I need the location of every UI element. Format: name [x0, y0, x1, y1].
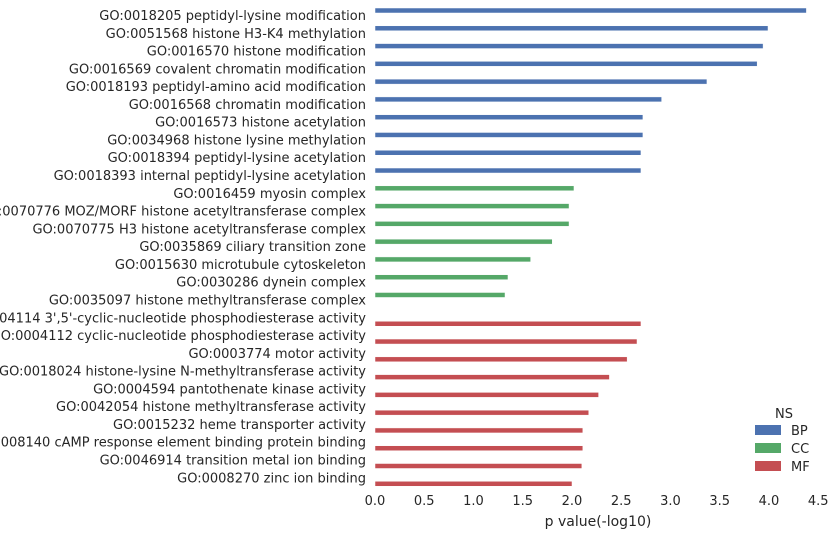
bar-bp — [374, 78, 708, 85]
legend: NS BP CC MF — [755, 407, 810, 475]
bar-cc — [374, 274, 509, 280]
category-label: GO:0018193 peptidyl-amino acid modificat… — [66, 80, 366, 95]
category-label: GO:0016569 covalent chromatin modificati… — [69, 62, 366, 77]
category-label: GO:0046914 transition metal ion binding — [100, 454, 366, 469]
category-label: GO:0016568 chromatin modification — [129, 98, 366, 113]
x-tick-label: 4.0 — [759, 494, 780, 509]
category-label: GO:0070775 H3 histone acetyltransferase … — [32, 222, 366, 237]
category-label: GO:0034968 histone lysine methylation — [107, 133, 366, 148]
category-label: GO:0015232 heme transporter activity — [113, 418, 366, 433]
legend-title: NS — [775, 407, 793, 422]
x-tick-label: 1.5 — [512, 494, 533, 509]
x-tick-label: 1.0 — [463, 494, 484, 509]
x-tick-label: 3.5 — [709, 494, 730, 509]
bar-cc — [374, 292, 506, 298]
bar-bp — [374, 114, 644, 120]
bar-mf — [374, 338, 638, 345]
category-label: GO:0008270 zinc ion binding — [177, 471, 366, 486]
x-tick-label: 2.0 — [562, 494, 583, 509]
category-label: GO:0008140 cAMP response element binding… — [0, 436, 366, 451]
category-label: GO:0004112 cyclic-nucleotide phosphodies… — [0, 329, 366, 344]
bar-cc — [374, 203, 570, 209]
category-label: GO:0015630 microtubule cytoskeleton — [115, 258, 366, 273]
legend-swatch-cc — [755, 443, 781, 453]
bar-cc — [374, 221, 570, 227]
category-label: GO:0030286 dynein complex — [176, 276, 366, 291]
bar-bp — [374, 149, 642, 156]
x-tick-label: 0.5 — [414, 494, 435, 509]
category-label: GO:0070776 MOZ/MORF histone acetyltransf… — [0, 205, 366, 220]
bar-mf — [374, 356, 628, 363]
category-label: GO:0018024 histone-lysine N-methyltransf… — [0, 365, 366, 380]
bar-bp — [374, 43, 764, 49]
bar-bp — [374, 25, 769, 32]
x-tick-label: 3.0 — [660, 494, 681, 509]
x-tick-label: 2.5 — [611, 494, 632, 509]
category-label: GO:0004594 pantothenate kinase activity — [93, 382, 366, 397]
category-label: GO:0018393 internal peptidyl-lysine acet… — [54, 169, 366, 184]
bar-bp — [374, 167, 642, 174]
category-label: GO:0035097 histone methyltransferase com… — [49, 293, 366, 308]
bar-bp — [374, 7, 807, 14]
category-label: GO:0004114 3',5'-cyclic-nucleotide phosp… — [0, 311, 366, 326]
x-axis-ticks: 0.0 0.5 1.0 1.5 2.0 2.5 3.0 3.5 4.0 4.5 — [365, 494, 829, 509]
category-labels: GO:0018205 peptidyl-lysine modification G… — [0, 9, 366, 486]
bar-bp — [374, 61, 758, 67]
bar-bp — [374, 132, 644, 138]
x-tick-label: 4.5 — [808, 494, 829, 509]
category-label: GO:0042054 histone methyltransferase act… — [56, 400, 366, 415]
legend-label-bp: BP — [791, 424, 808, 439]
x-axis-title: p value(-log10) — [545, 514, 652, 530]
bar-mf — [374, 427, 584, 434]
category-label: GO:0051568 histone H3-K4 methylation — [106, 27, 366, 42]
bar-mf — [374, 392, 599, 398]
category-label: GO:0016459 myosin complex — [173, 187, 366, 202]
bar-mf — [374, 374, 610, 380]
bar-cc — [374, 238, 553, 245]
category-label: GO:0016573 histone acetylation — [155, 116, 366, 131]
bar-mf — [374, 481, 573, 487]
bar-bp — [374, 96, 662, 103]
category-label: GO:0035869 ciliary transition zone — [139, 240, 366, 255]
legend-swatch-mf — [755, 461, 781, 471]
category-label: GO:0016570 histone modification — [147, 45, 366, 60]
x-tick-label: 0.0 — [365, 494, 386, 509]
bar-mf — [374, 321, 642, 327]
bar-mf — [374, 463, 583, 469]
category-label: GO:0018394 peptidyl-lysine acetylation — [108, 151, 366, 166]
bar-mf — [374, 445, 584, 451]
legend-swatch-bp — [755, 425, 781, 435]
category-label: GO:0003774 motor activity — [188, 347, 366, 362]
bar-cc — [374, 185, 575, 192]
bar-cc — [374, 256, 531, 263]
bars-layer — [374, 7, 807, 487]
category-label: GO:0018205 peptidyl-lysine modification — [99, 9, 366, 24]
bar-mf — [374, 409, 589, 416]
legend-label-cc: CC — [791, 442, 809, 457]
legend-label-mf: MF — [791, 460, 810, 475]
